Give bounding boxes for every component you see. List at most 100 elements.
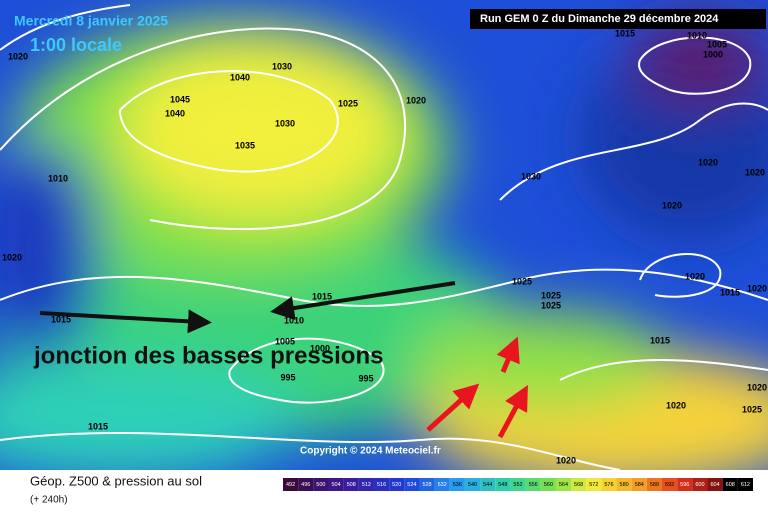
scale-swatch — [464, 478, 481, 491]
scale-label: 592 — [665, 482, 674, 488]
isobars — [0, 4, 768, 471]
isobar-label: 995 — [358, 373, 373, 383]
scale-label: 512 — [362, 482, 371, 488]
isobar-label: 1025 — [541, 290, 561, 300]
isobar-label: 1025 — [338, 98, 358, 108]
scale-label: 580 — [620, 482, 629, 488]
scale-swatch — [631, 478, 647, 491]
scale-label: 532 — [438, 482, 447, 488]
scale-swatch — [449, 478, 465, 491]
scale-swatch — [737, 478, 753, 491]
scale-swatch — [328, 478, 344, 491]
isobar-label: 1010 — [48, 173, 68, 183]
isobar-label: 1015 — [720, 287, 740, 297]
isobar-label: 1025 — [512, 276, 532, 286]
scale-label: 524 — [407, 482, 416, 488]
scale-swatch — [389, 478, 405, 491]
scale-swatch — [555, 478, 572, 491]
isobar-label: 1025 — [742, 404, 762, 414]
isobar-label: 1015 — [650, 335, 670, 345]
footer-title: Géop. Z500 & pression au sol — [30, 473, 202, 488]
isobar-label: 1020 — [8, 51, 28, 61]
isobar-label: 1015 — [312, 291, 332, 301]
isobar-label: 1020 — [747, 382, 767, 392]
scale-label: 568 — [574, 482, 583, 488]
isobar-label: 1020 — [698, 157, 718, 167]
scale-label: 596 — [680, 482, 689, 488]
isobar-label: 1010 — [284, 315, 304, 325]
isobar-label: 1015 — [615, 28, 635, 38]
scale-label: 508 — [347, 482, 356, 488]
scale-swatch — [601, 478, 617, 491]
annotation: jonction des basses pressions — [33, 342, 383, 369]
scale-swatch — [540, 478, 556, 491]
scale-label: 548 — [498, 482, 507, 488]
scale-swatch — [495, 478, 511, 491]
scale-label: 528 — [422, 482, 431, 488]
isobar-label: 1040 — [230, 72, 250, 82]
isobar-label: 1020 — [406, 95, 426, 105]
isobar-labels: 1020 1030 1040 1045 1040 1025 1020 1030 1035 1010… — [2, 28, 767, 465]
scale-swatch — [283, 478, 299, 491]
isobar-label: 1020 — [2, 252, 22, 262]
scale-swatch — [692, 478, 708, 491]
isobar-label: 1015 — [88, 421, 108, 431]
scale-swatch — [298, 478, 314, 491]
scale-label: 540 — [468, 482, 477, 488]
scale-label: 496 — [301, 482, 310, 488]
scale-swatch — [722, 478, 738, 491]
run-box — [470, 9, 766, 29]
scale-label: 492 — [286, 482, 295, 488]
isobar-label: 1030 — [272, 61, 292, 71]
scale-label: 600 — [695, 482, 704, 488]
scale-swatch — [525, 478, 541, 491]
run-info: Run GEM 0 Z du Dimanche 29 décembre 2024 — [480, 13, 719, 25]
scale-label: 500 — [316, 482, 325, 488]
scale-swatch — [419, 478, 435, 491]
scale-swatch — [510, 478, 526, 491]
scale-label: 572 — [589, 482, 598, 488]
isobar-label: 1000 — [703, 49, 723, 59]
scale-swatch — [373, 478, 390, 491]
scale-label: 564 — [559, 482, 568, 488]
scale-label: 516 — [377, 482, 386, 488]
scale-label: 608 — [726, 482, 735, 488]
local-time: 1:00 locale — [30, 35, 122, 55]
isobar-label: 1005 — [707, 39, 727, 49]
scale-label: 584 — [635, 482, 644, 488]
isobar-label: 1005 — [275, 336, 295, 346]
isobar-label: 1020 — [745, 167, 765, 177]
scale-swatch — [313, 478, 329, 491]
valid-date: Mercredi 8 janvier 2025 — [14, 13, 168, 29]
isobar-label: 1020 — [556, 455, 576, 465]
color-scale: 492 496 500 504 508 512 516 520 524 528 532 536 540 5… — [283, 478, 753, 491]
scale-label: 588 — [650, 482, 659, 488]
scale-label: 576 — [604, 482, 613, 488]
scale-label: 612 — [741, 482, 750, 488]
scale-swatch — [662, 478, 678, 491]
isobar-label: 1020 — [747, 283, 767, 293]
arrows — [39, 281, 528, 439]
isobar-label: 1020 — [685, 271, 705, 281]
isobar-label: 995 — [280, 372, 295, 382]
isobar-label: 1035 — [235, 140, 255, 150]
lead-time: (+ 240h) — [30, 495, 68, 506]
scale-swatch — [480, 478, 496, 491]
scale-swatch — [358, 478, 374, 491]
scale-label: 504 — [331, 482, 340, 488]
scale-swatch — [586, 478, 602, 491]
isobar-label: 1015 — [51, 314, 71, 324]
isobar-label: 1030 — [275, 118, 295, 128]
scale-swatch — [616, 478, 632, 491]
scale-swatch — [343, 478, 359, 491]
isobar-label: 1030 — [521, 171, 541, 181]
scale-label: 556 — [529, 482, 538, 488]
scale-label: 604 — [711, 482, 720, 488]
copyright: Copyright © 2024 Meteociel.fr — [300, 446, 441, 457]
scale-label: 552 — [513, 482, 522, 488]
isobar-label: 1020 — [666, 400, 686, 410]
scale-swatch — [404, 478, 420, 491]
scale-swatch — [677, 478, 693, 491]
scale-swatch — [571, 478, 587, 491]
